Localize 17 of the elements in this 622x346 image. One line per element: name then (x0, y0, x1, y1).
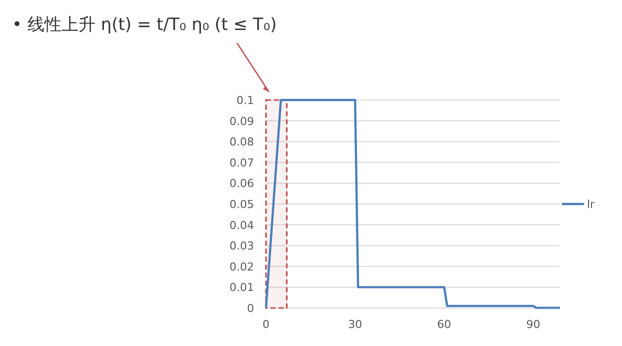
y-tick-label: 0.07 (230, 156, 254, 170)
x-tick-label: 90 (526, 318, 540, 331)
x-tick-label: 0 (262, 318, 270, 331)
x-tick-label: 30 (348, 318, 362, 331)
y-tick-label: 0.06 (230, 177, 254, 190)
x-tick-label: 60 (437, 318, 452, 331)
y-tick-label: 0.1 (236, 94, 254, 107)
y-tick-label: 0 (247, 302, 254, 315)
y-tick-label: 0.01 (230, 281, 254, 294)
y-tick-label: 0.04 (230, 218, 254, 232)
chart-title: • 线性上升 η(t) = t/T₀ η₀ (t ≤ T₀) (12, 15, 277, 35)
y-tick-label: 0.05 (230, 198, 254, 211)
y-tick-label: 0.03 (230, 240, 254, 253)
y-tick-label: 0.08 (230, 136, 254, 149)
y-tick-label: 0.09 (230, 114, 254, 128)
y-tick-label: 0.02 (230, 260, 254, 274)
legend-label: lr (587, 198, 596, 211)
